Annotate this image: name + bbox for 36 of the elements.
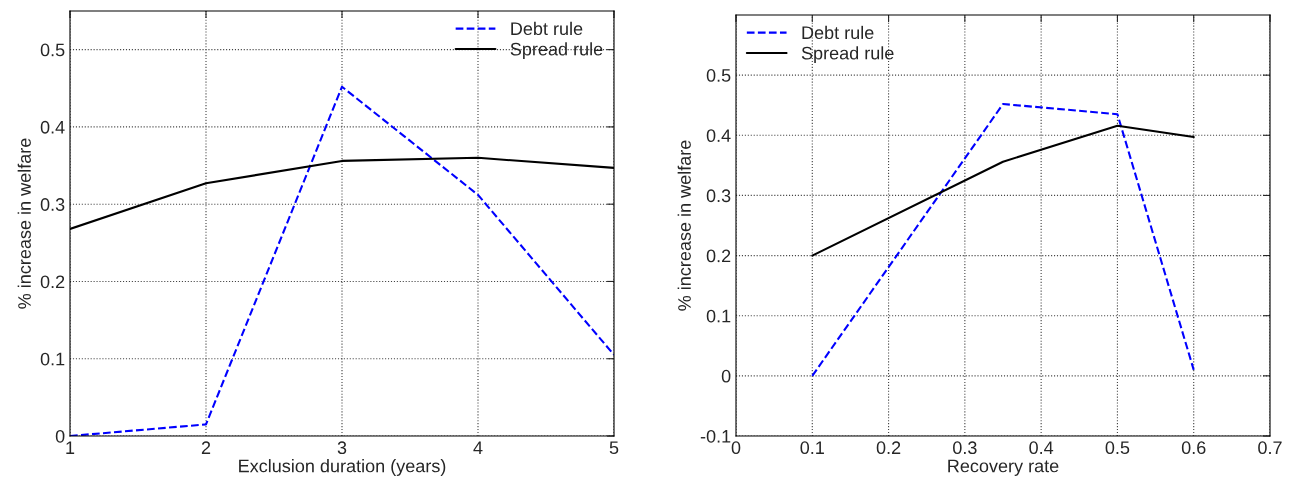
x-axis-title: Exclusion duration (years) (239, 459, 446, 476)
x-tick-label: 4 (473, 441, 483, 454)
y-tick-label: 0.3 (40, 198, 65, 211)
legend-label: Debt rule (802, 25, 874, 40)
x-tick-label: 5 (609, 441, 619, 455)
x-tick-label: 0.1 (800, 441, 824, 455)
x-tick-label: 0.5 (1105, 441, 1130, 455)
x-tick-label: 2 (201, 441, 211, 454)
y-tick-label: 0.4 (40, 120, 65, 134)
x-tick-label: 0.7 (1258, 441, 1282, 455)
legend-label: Spread rule (510, 42, 603, 60)
y-axis-title: % increase in welfare (17, 138, 31, 309)
y-tick-label: 0.2 (706, 249, 731, 263)
y-tick-label: 0.1 (40, 352, 65, 366)
x-tick-label: 0.6 (1181, 441, 1206, 455)
y-tick-label: 0.2 (40, 275, 65, 289)
line-series (811, 102, 1195, 377)
y-tick-label: 0 (55, 429, 65, 443)
y-tick-label: 0 (721, 369, 731, 383)
x-tick-label: 0 (731, 441, 741, 455)
y-tick-label: 0.3 (706, 189, 731, 203)
line-series (811, 124, 1195, 257)
y-tick-label: 0.5 (706, 69, 731, 82)
legend-label: Spread rule (801, 46, 894, 64)
x-tick-label: 3 (337, 441, 347, 455)
y-tick-label: 0.1 (706, 309, 731, 323)
y-tick-label: 0.5 (40, 43, 65, 57)
legend-label: Debt rule (511, 21, 583, 36)
y-tick-label: 0.4 (706, 129, 731, 143)
y-tick-label: -0.1 (700, 429, 731, 443)
y-axis-title: % increase in welfare (677, 140, 691, 311)
x-tick-label: 0.4 (1029, 441, 1054, 455)
x-tick-label: 0.3 (953, 441, 977, 455)
x-tick-label: 1 (66, 441, 75, 454)
x-axis-title: Recovery rate (948, 459, 1059, 476)
x-tick-label: 0.2 (876, 441, 901, 455)
